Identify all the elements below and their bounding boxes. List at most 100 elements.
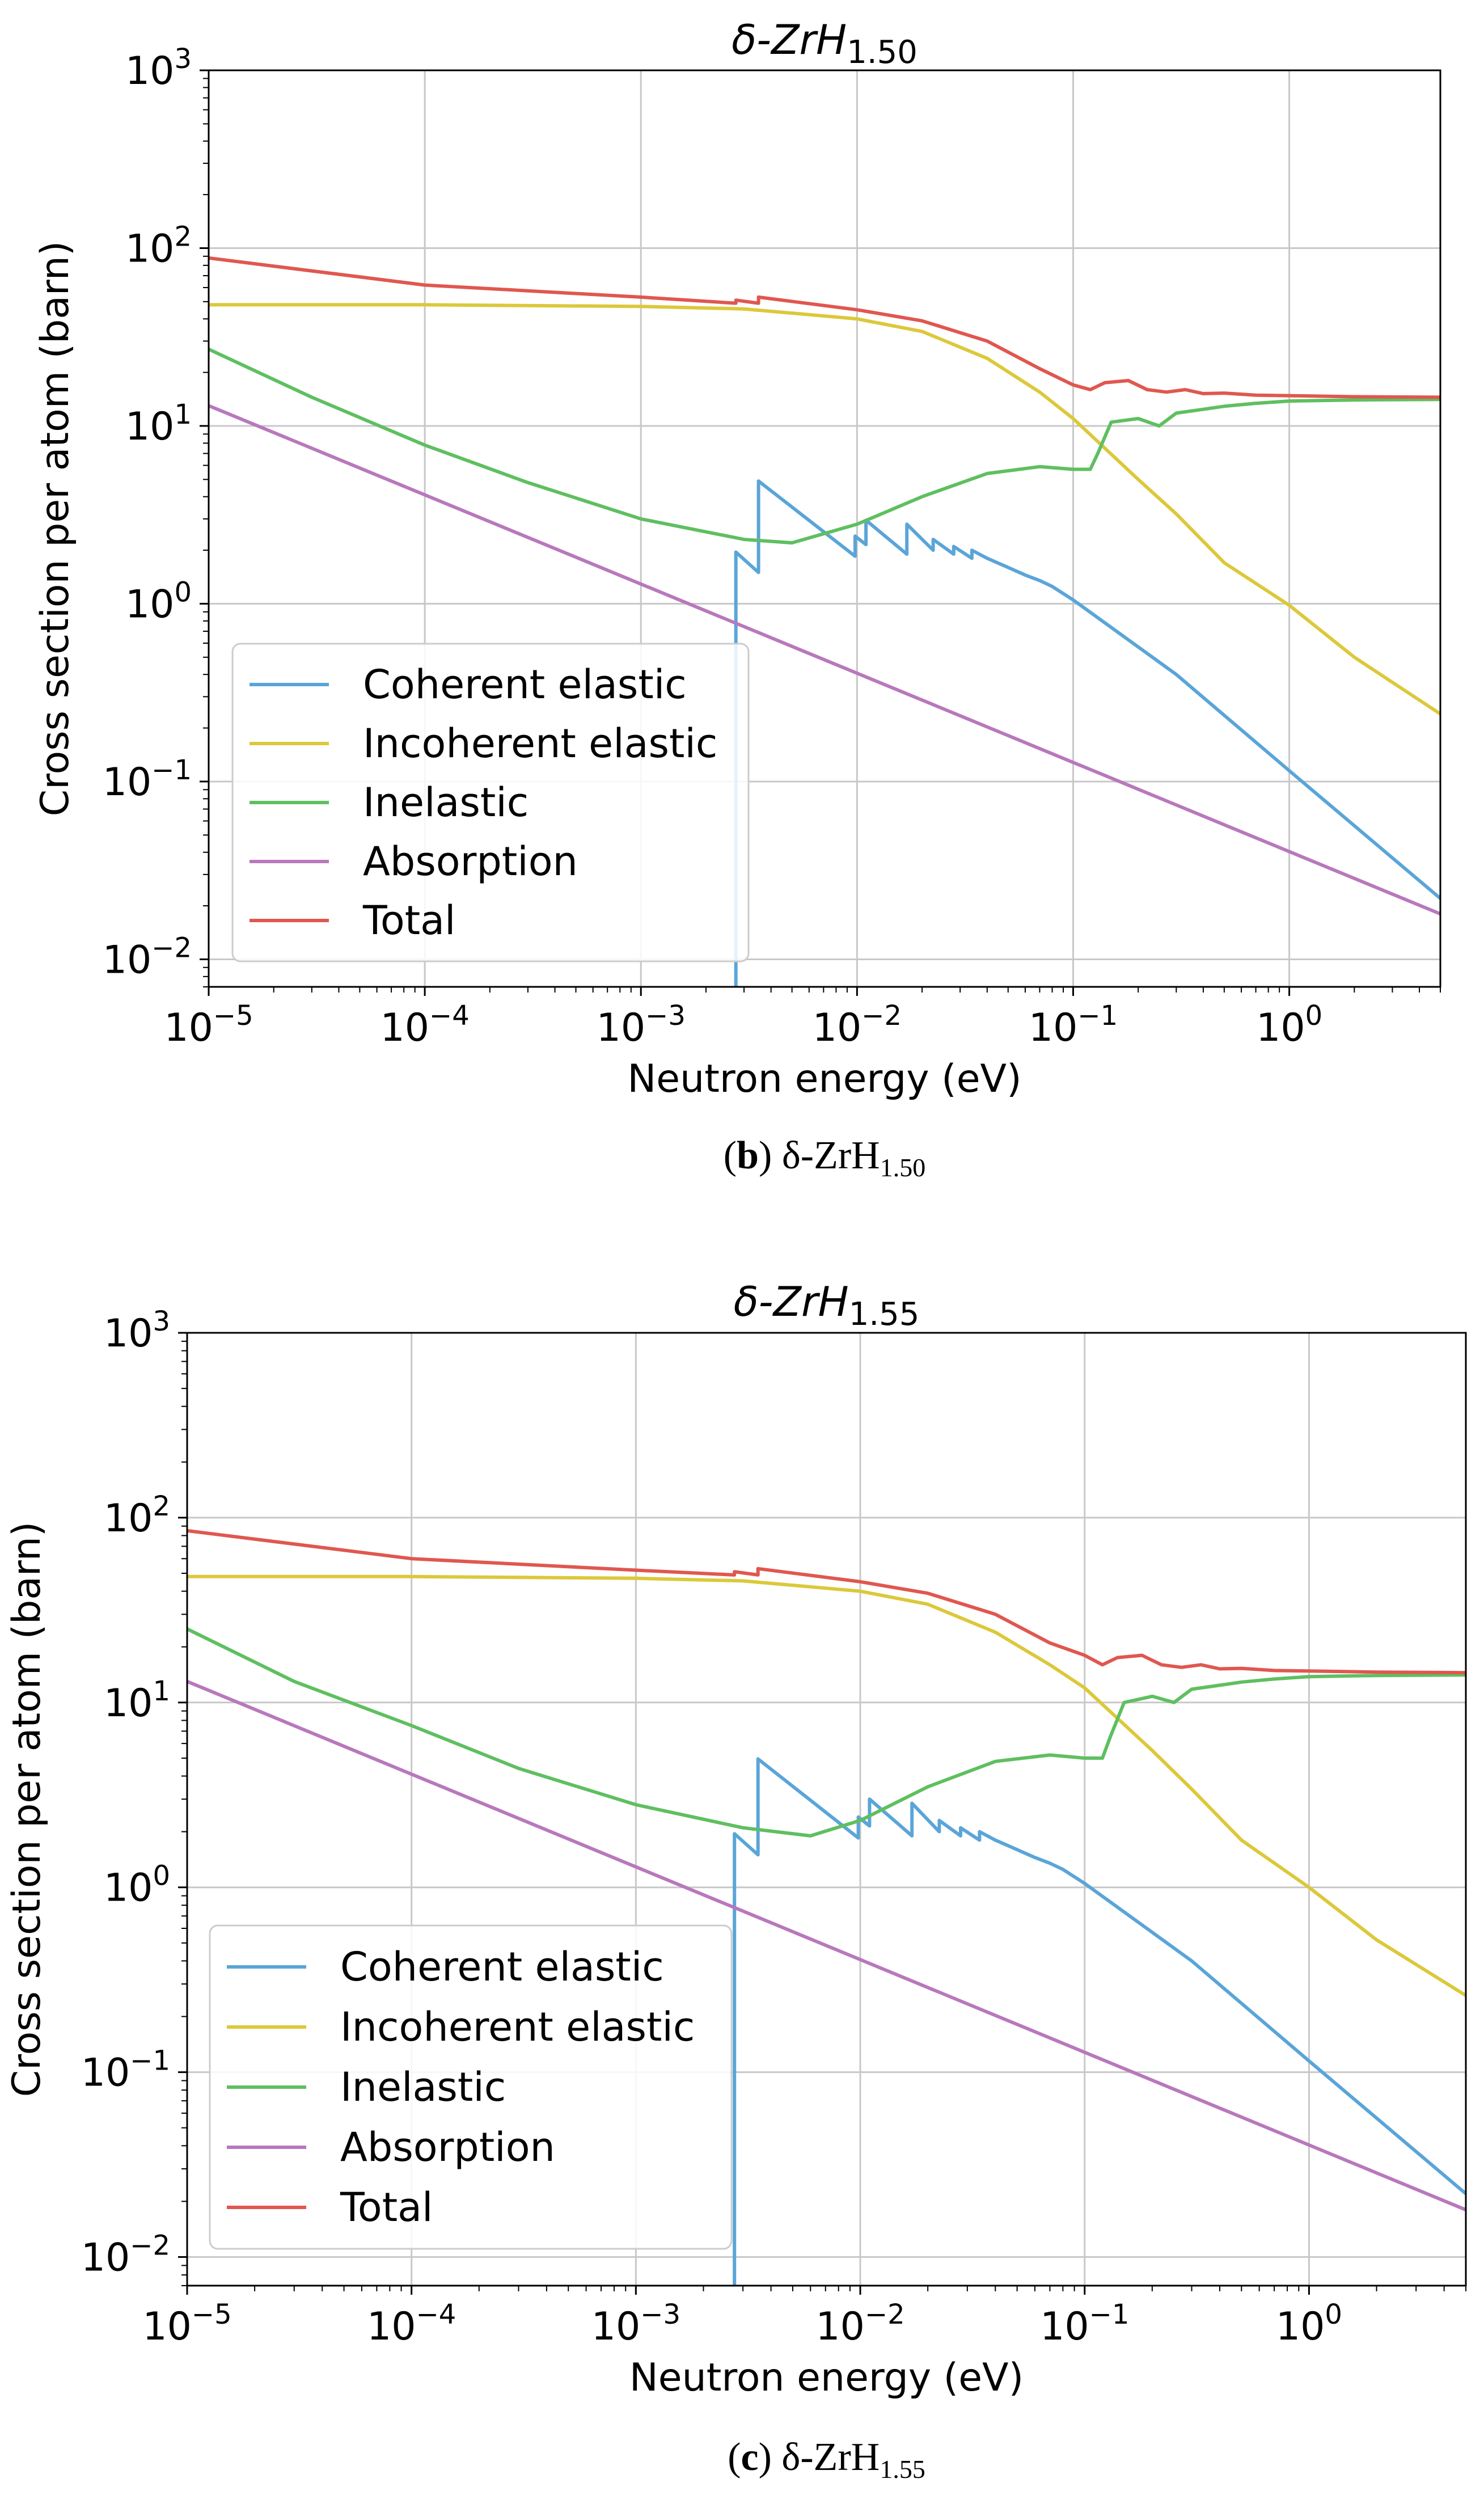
- y-tick-exponent: −2: [151, 932, 192, 964]
- x-tick-exponent: −4: [416, 2299, 456, 2330]
- minor-ticks: [203, 78, 1441, 993]
- plot-area: [209, 256, 1440, 987]
- y-tick-label: 102: [104, 1490, 170, 1541]
- chart-title-base: δ-ZrH: [732, 16, 847, 64]
- x-tick-exponent: −4: [429, 1000, 470, 1032]
- caption-text: δ-ZrH: [781, 2435, 880, 2479]
- legend-label-total: Total: [340, 2184, 433, 2231]
- y-tick-exponent: 0: [174, 576, 192, 608]
- series-line-absorption: [209, 404, 1440, 916]
- y-tick-label: 101: [104, 1675, 170, 1726]
- legend-label-inelastic: Inelastic: [363, 779, 529, 826]
- caption-letter: b: [737, 1134, 759, 1177]
- y-tick-exponent: 3: [153, 1306, 170, 1337]
- series-line-incoherent-elastic: [187, 1574, 1466, 1997]
- series-line-absorption: [187, 1679, 1466, 2212]
- legend-label-total: Total: [362, 897, 455, 944]
- series-line-inelastic: [209, 347, 1440, 545]
- legend-label-incoherent-elastic: Incoherent elastic: [363, 720, 717, 767]
- x-tick-label: 10−1: [1029, 1000, 1118, 1050]
- series-line-total: [187, 1528, 1466, 1675]
- chart-title-subscript: 1.50: [847, 34, 918, 71]
- y-tick-exponent: 0: [153, 1860, 170, 1892]
- y-tick-label: 100: [125, 576, 192, 627]
- caption-text: δ-ZrH: [782, 1134, 880, 1177]
- x-tick-label: 10−1: [1040, 2299, 1129, 2349]
- x-tick-exponent: −3: [640, 2299, 680, 2330]
- y-tick-label: 103: [125, 43, 192, 94]
- y-tick-label: 10−1: [81, 2045, 170, 2096]
- x-tick-label: 10−2: [813, 1000, 902, 1050]
- chart-title-base: δ-ZrH: [734, 1278, 849, 1325]
- legend-label-coherent-elastic: Coherent elastic: [340, 1944, 664, 1990]
- y-tick-label: 101: [125, 399, 192, 449]
- legend-label-absorption: Absorption: [340, 2124, 555, 2171]
- x-tick-exponent: −5: [213, 1000, 253, 1032]
- x-axis-label: Neutron energy (eV): [627, 1057, 1021, 1101]
- x-tick-exponent: −3: [645, 1000, 686, 1032]
- chart-panel-c: 10−5 10−4 10−3 10−2 10−1 10010−210−1100101102…: [5, 1278, 1467, 2484]
- y-axis-label: Cross section per atom (barn): [33, 241, 78, 817]
- legend-label-coherent-elastic: Coherent elastic: [363, 661, 687, 708]
- y-tick-exponent: 1: [153, 1675, 170, 1707]
- series-line-coherent-elastic: [733, 1757, 1466, 2286]
- x-tick-label: 10−5: [164, 1000, 253, 1050]
- y-tick-label: 10−2: [103, 932, 192, 982]
- x-tick-label: 100: [1276, 2299, 1342, 2349]
- x-tick-label: 10−5: [142, 2299, 231, 2349]
- legend: Coherent elastic Incoherent elastic Inelas…: [209, 1924, 733, 2250]
- series-line-total: [209, 256, 1440, 399]
- x-tick-label: 10−3: [591, 2299, 680, 2349]
- minor-ticks: [181, 1340, 1466, 2291]
- y-tick-exponent: −1: [151, 754, 192, 786]
- y-axis-label: Cross section per atom (barn): [5, 1522, 49, 2097]
- y-tick-exponent: 2: [153, 1490, 170, 1522]
- x-tick-label: 10−2: [815, 2299, 904, 2349]
- legend-label-inelastic: Inelastic: [340, 2064, 506, 2110]
- legend-label-absorption: Absorption: [363, 838, 578, 885]
- x-tick-label: 10−4: [367, 2299, 456, 2349]
- x-tick-label: 100: [1256, 1000, 1322, 1050]
- y-tick-label: 102: [125, 221, 192, 271]
- chart-title: δ-ZrH1.50: [732, 16, 918, 71]
- chart-title: δ-ZrH1.55: [734, 1278, 920, 1333]
- x-tick-exponent: −1: [1077, 1000, 1118, 1032]
- x-tick-label: 10−3: [597, 1000, 686, 1050]
- plot-area: [187, 1528, 1466, 2286]
- series-line-inelastic: [187, 1627, 1466, 1838]
- x-axis: 10−5 10−4 10−3 10−2 10−1 100: [142, 2286, 1342, 2349]
- x-tick-exponent: −2: [861, 1000, 902, 1032]
- y-tick-label: 10−1: [103, 754, 192, 805]
- chart-panel-b: 10−5 10−4 10−3 10−2 10−1 10010−210−1100101102…: [33, 16, 1441, 1182]
- caption-subscript: 1.55: [880, 2455, 925, 2484]
- legend: Coherent elastic Incoherent elastic Inelas…: [231, 643, 750, 962]
- legend-box: [231, 643, 750, 962]
- series-line-incoherent-elastic: [209, 303, 1440, 716]
- caption-letter: c: [741, 2435, 759, 2479]
- y-tick-exponent: 2: [174, 221, 192, 252]
- x-tick-exponent: −1: [1089, 2299, 1130, 2330]
- axes-frame: [208, 69, 1441, 988]
- y-tick-label: 10−2: [81, 2230, 170, 2281]
- y-tick-label: 103: [104, 1306, 170, 1356]
- x-axis-label: Neutron energy (eV): [629, 2355, 1024, 2400]
- caption-subscript: 1.50: [880, 1153, 926, 1182]
- y-tick-exponent: −1: [130, 2045, 170, 2077]
- y-tick-exponent: 1: [174, 399, 192, 430]
- x-tick-exponent: −2: [865, 2299, 905, 2330]
- y-tick-label: 100: [104, 1860, 170, 1911]
- legend-label-incoherent-elastic: Incoherent elastic: [340, 2004, 695, 2050]
- axes-frame: [186, 1332, 1467, 2287]
- x-tick-exponent: 0: [1325, 2299, 1342, 2330]
- series-line-coherent-elastic: [734, 479, 1440, 987]
- chart-title-subscript: 1.55: [849, 1296, 920, 1333]
- legend-box: [209, 1924, 733, 2250]
- figure-caption: (b) δ-ZrH1.50: [724, 1134, 925, 1182]
- x-tick-label: 10−4: [380, 1000, 469, 1050]
- x-axis: 10−5 10−4 10−3 10−2 10−1 100: [164, 987, 1322, 1050]
- x-tick-exponent: −5: [192, 2299, 232, 2330]
- y-tick-exponent: −2: [130, 2230, 170, 2262]
